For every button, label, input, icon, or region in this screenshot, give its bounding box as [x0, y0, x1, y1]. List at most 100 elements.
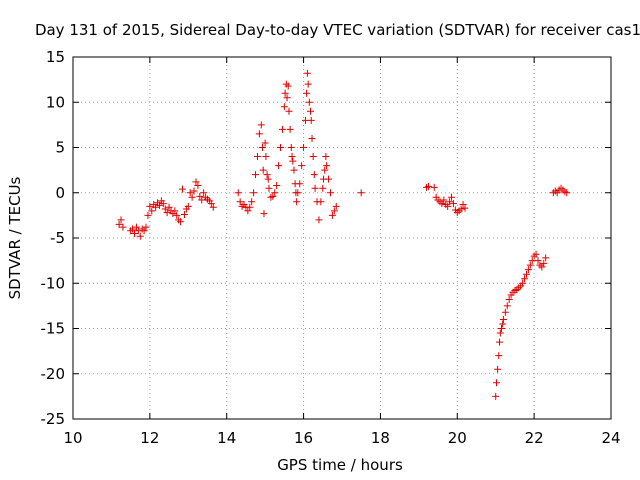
data-point [448, 193, 456, 201]
data-point [165, 203, 173, 211]
data-point [171, 207, 179, 215]
data-point [194, 182, 202, 190]
data-point [161, 205, 169, 213]
data-point [117, 216, 125, 224]
data-point [306, 107, 314, 115]
data-point [322, 153, 330, 161]
data-point [492, 379, 500, 387]
data-point [440, 196, 448, 204]
data-point [273, 182, 281, 190]
x-tick-label: 24 [601, 429, 620, 447]
x-tick-label: 10 [63, 429, 82, 447]
data-point [534, 257, 542, 265]
data-point [130, 229, 138, 237]
data-point [563, 189, 571, 197]
x-tick-label: 18 [371, 429, 390, 447]
data-point [521, 275, 529, 283]
data-point [317, 198, 325, 206]
data-point [538, 263, 546, 271]
data-point [255, 130, 263, 138]
y-tick-label: 15 [46, 48, 65, 66]
data-point [526, 261, 534, 269]
data-point [179, 185, 187, 193]
data-point [257, 121, 265, 129]
data-points [115, 69, 571, 400]
data-point [180, 210, 188, 218]
data-point [524, 266, 532, 274]
data-point [136, 232, 144, 240]
data-point [269, 192, 277, 200]
data-point [332, 202, 340, 210]
data-point [285, 107, 293, 115]
data-point [287, 144, 295, 151]
data-point [244, 207, 252, 215]
data-point [328, 211, 336, 219]
data-point [457, 205, 465, 213]
y-tick-label: -25 [41, 410, 66, 428]
data-point [495, 352, 503, 360]
x-tick-label: 20 [448, 429, 467, 447]
data-point [326, 189, 334, 197]
data-point [290, 166, 298, 174]
data-point [283, 94, 291, 102]
data-point [311, 184, 319, 192]
data-point [288, 153, 296, 161]
x-axis-label: GPS time / hours [277, 456, 403, 474]
data-point [444, 202, 452, 210]
data-point [293, 198, 301, 206]
data-point [177, 218, 185, 226]
data-point [246, 203, 254, 211]
data-point [152, 203, 160, 211]
data-point [289, 157, 297, 165]
y-tick-label: 10 [46, 93, 65, 111]
data-point [275, 162, 283, 170]
data-point [281, 89, 289, 97]
data-point [200, 189, 208, 197]
data-point [184, 202, 192, 210]
data-point [505, 296, 513, 304]
data-point [119, 223, 127, 231]
data-point [304, 80, 312, 88]
data-point [310, 171, 318, 179]
data-point [260, 210, 268, 218]
data-point [461, 204, 469, 212]
data-point [207, 200, 215, 208]
data-point [307, 116, 315, 124]
data-point [278, 125, 286, 133]
data-point [188, 193, 196, 201]
data-point [173, 211, 181, 219]
data-point [277, 144, 285, 151]
data-point [148, 207, 156, 215]
data-point [499, 320, 507, 328]
data-point [264, 175, 272, 183]
data-point [315, 216, 323, 224]
data-point [261, 139, 269, 147]
data-point [496, 338, 504, 346]
data-point [271, 189, 279, 197]
data-point [250, 189, 258, 197]
data-point [305, 98, 313, 106]
data-point [259, 166, 267, 174]
y-tick-label: 5 [55, 139, 65, 157]
data-point [323, 162, 331, 170]
data-point [519, 279, 527, 287]
data-point [308, 134, 316, 142]
data-point [198, 196, 206, 204]
axis-ticks: 10 12 14 16 18 20 22 24 15 10 5 0 -5 -10 -15 -20 -25 [41, 48, 621, 447]
data-point [494, 365, 502, 373]
data-point [115, 220, 123, 228]
data-point [319, 184, 327, 192]
data-point [303, 89, 311, 97]
y-axis-label: SDTVAR / TECUs [6, 176, 24, 299]
data-point [424, 182, 432, 190]
data-point [446, 198, 454, 206]
data-point [330, 207, 338, 215]
data-point [532, 250, 540, 258]
data-point [284, 82, 292, 90]
data-point [430, 183, 438, 191]
x-tick-label: 16 [294, 429, 313, 447]
data-point [286, 125, 294, 133]
data-point [186, 189, 194, 197]
data-point [146, 202, 154, 210]
data-point [325, 175, 333, 183]
